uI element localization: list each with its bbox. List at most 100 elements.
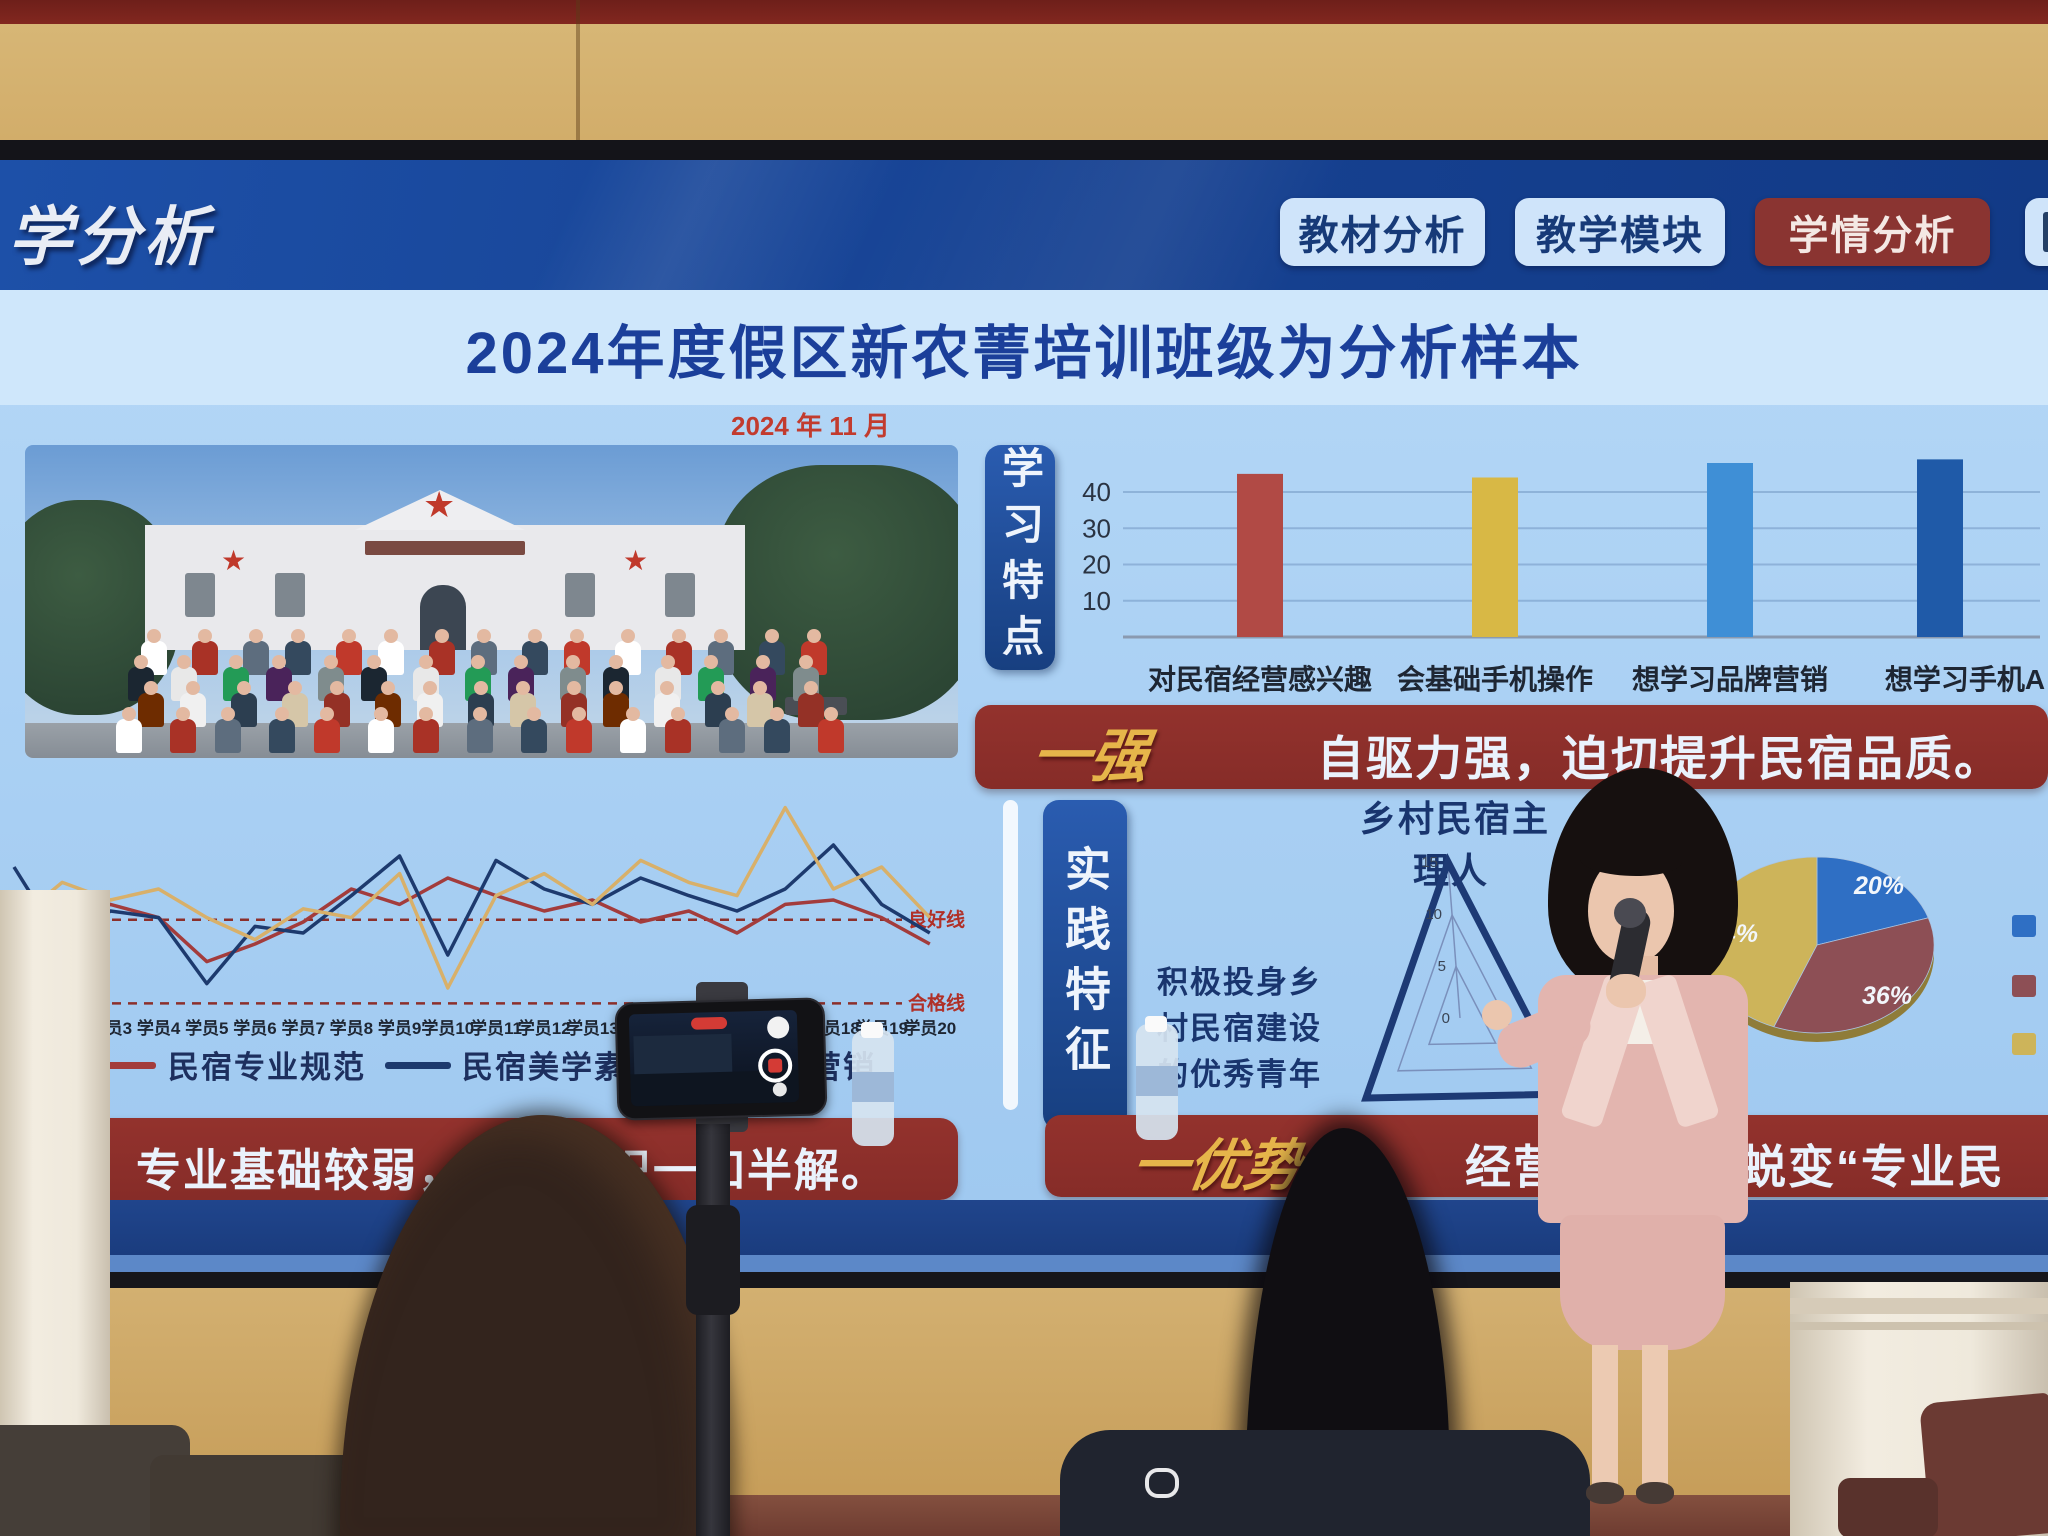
trainee-figure <box>215 707 241 753</box>
svg-text:40: 40 <box>1082 477 1111 507</box>
radar-chart-host-profile: 0 5 10 15 <box>1361 853 1574 1102</box>
photo-date-label: 2024 年 11 月 <box>731 411 890 441</box>
svg-text:学员9: 学员9 <box>378 1018 421 1038</box>
wall-seam <box>576 0 580 140</box>
red-star-icon: ★ <box>623 545 649 576</box>
bottle-label <box>1136 1066 1178 1096</box>
svg-text:学员7: 学员7 <box>281 1018 324 1038</box>
tab-textbook-analysis: 教材分析 <box>1280 198 1485 266</box>
window <box>665 573 695 617</box>
svg-text:36%: 36% <box>1862 982 1912 1010</box>
presentation-slide: 学分析 教材分析 教学模块 学情分析 2024年度假区新农菁培训班级为分析样本 … <box>0 160 2048 1272</box>
presenter-shoe <box>1636 1482 1674 1504</box>
flash-icon <box>766 1016 790 1039</box>
trainee-figure <box>192 629 218 675</box>
presenter-skirt <box>1560 1215 1725 1350</box>
pillar-molding <box>1790 1322 2048 1330</box>
slide-title-band: 2024年度假区新农菁培训班级为分析样本 <box>0 290 2048 405</box>
pie-legend-swatch-blue <box>2012 915 2036 937</box>
presenter-shoe <box>1586 1482 1624 1504</box>
presenter <box>1482 760 1770 1520</box>
svg-text:20%: 20% <box>1853 872 1904 900</box>
chair-back <box>150 1455 360 1536</box>
trainee-figure <box>116 707 142 753</box>
svg-text:学员20: 学员20 <box>903 1018 956 1038</box>
trainee-figure <box>467 707 493 753</box>
bottle-cap <box>861 1022 883 1038</box>
trainee-figure <box>413 707 439 753</box>
bottle-label <box>852 1072 894 1102</box>
water-bottle <box>852 1022 894 1146</box>
svg-text:5: 5 <box>1438 958 1446 975</box>
bar-category-4-clipped: 想学习手机A <box>1884 664 2046 695</box>
ceiling-trim <box>0 0 2048 24</box>
trainee-figure <box>138 681 164 727</box>
trainee-figure <box>269 707 295 753</box>
trainee-figure <box>719 707 745 753</box>
chair-right <box>1838 1478 1938 1536</box>
trainee-figure <box>798 681 824 727</box>
panel-divider <box>1003 800 1018 1110</box>
trainee-figure <box>818 707 844 753</box>
svg-text:10: 10 <box>1082 586 1111 616</box>
bar-category-2: 会基础手机操作 <box>1396 664 1593 695</box>
presenter-leg <box>1642 1345 1668 1485</box>
window <box>185 573 215 617</box>
shirt-logo <box>1145 1468 1179 1498</box>
bar-category-1: 对民宿经营感兴趣 <box>1147 664 1372 695</box>
red-star-icon: ★ <box>221 545 247 576</box>
legend-label-1: 民宿专业规范 <box>168 1050 366 1085</box>
slide-header-title: 学分析 <box>8 201 212 273</box>
svg-text:学员12: 学员12 <box>518 1018 571 1038</box>
side-label-practice-traits: 实践特征 <box>1043 800 1127 1130</box>
line-chart-trainee-scores: 良好线合格线学员1学员2学员3学员4学员5学员6学员7学员8学员9学员10学员1… <box>0 805 965 1038</box>
trainee-figure <box>705 681 731 727</box>
presenter-hand <box>1482 1000 1512 1030</box>
trainee-figure <box>566 707 592 753</box>
tripod-pole <box>696 1124 730 1536</box>
pie-legend-swatch-maroon <box>2012 975 2036 997</box>
svg-text:10: 10 <box>1425 906 1442 923</box>
radar-title-line1: 乡村民宿主 <box>1360 798 1551 839</box>
trainee-figure <box>368 707 394 753</box>
pillar-molding <box>1790 1298 2048 1314</box>
microphone-head <box>1614 898 1646 928</box>
tab-teaching-modules: 教学模块 <box>1515 198 1725 266</box>
svg-text:学员6: 学员6 <box>233 1018 276 1038</box>
svg-text:合格线: 合格线 <box>908 991 965 1014</box>
window <box>565 573 595 617</box>
svg-text:学员10: 学员10 <box>421 1018 474 1038</box>
svg-text:15: 15 <box>1421 854 1438 871</box>
recording-phone <box>614 997 828 1121</box>
trainee-figure <box>314 707 340 753</box>
banner-strong-tag: 一强 <box>1027 724 1153 789</box>
side-label-learning-traits: 学习特点 <box>985 445 1055 670</box>
audience-shoulders <box>1060 1430 1590 1536</box>
tab-learner-analysis-active: 学情分析 <box>1755 198 1990 266</box>
bar-category-3: 想学习品牌营销 <box>1631 664 1828 695</box>
svg-text:良好线: 良好线 <box>908 908 965 931</box>
slide-header-streaks <box>0 160 2048 290</box>
svg-text:学员11: 学员11 <box>470 1018 522 1038</box>
chair-right <box>1919 1392 2048 1536</box>
bottle-cap <box>1145 1016 1167 1032</box>
svg-text:0: 0 <box>1442 1010 1450 1027</box>
gimbal-grip <box>686 1205 740 1315</box>
trainee-figure <box>170 707 196 753</box>
legend-dash-red <box>90 1062 156 1069</box>
trainee-figure <box>243 629 269 675</box>
red-star-icon: ★ <box>423 484 456 525</box>
water-bottle <box>1136 1016 1178 1140</box>
svg-text:学员4: 学员4 <box>137 1018 181 1038</box>
pie-legend-swatch-yellow <box>2012 1033 2036 1055</box>
record-indicator-icon <box>690 1016 728 1030</box>
banner-strength: 一强 自驱力强，迫切提升民宿品质。 <box>975 705 2048 789</box>
trainee-figure <box>620 707 646 753</box>
svg-text:20: 20 <box>1082 550 1111 580</box>
screen-bezel-top <box>0 140 2048 160</box>
group-photo: ★ ★ ★ <box>25 445 958 758</box>
tab-partial-clipped <box>2025 198 2048 266</box>
building-name-plaque <box>365 541 525 555</box>
trainee-figure <box>764 707 790 753</box>
